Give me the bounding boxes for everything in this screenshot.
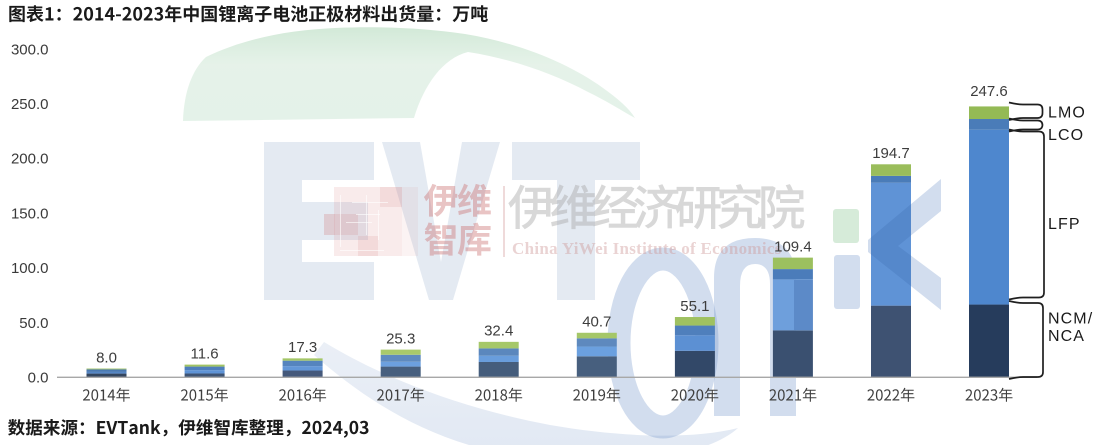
- svg-text:55.1: 55.1: [680, 298, 709, 315]
- svg-text:50.0: 50.0: [19, 315, 48, 332]
- svg-text:0.0: 0.0: [28, 370, 49, 387]
- svg-text:100.0: 100.0: [11, 260, 49, 277]
- svg-text:40.7: 40.7: [582, 314, 611, 331]
- svg-text:300.0: 300.0: [11, 41, 49, 58]
- svg-text:17.3: 17.3: [288, 339, 317, 356]
- svg-text:NCA: NCA: [1048, 328, 1085, 345]
- svg-text:11.6: 11.6: [191, 345, 219, 362]
- svg-text:China YiWei Institute of Econo: China YiWei Institute of Economics: [512, 239, 782, 258]
- svg-text:32.4: 32.4: [484, 323, 513, 340]
- svg-text:194.7: 194.7: [872, 145, 910, 162]
- svg-text:109.4: 109.4: [774, 238, 812, 255]
- svg-text:8.0: 8.0: [96, 349, 117, 366]
- svg-text:LMO: LMO: [1048, 104, 1086, 121]
- svg-text:150.0: 150.0: [11, 205, 49, 222]
- svg-text:200.0: 200.0: [11, 151, 49, 168]
- svg-text:LCO: LCO: [1048, 127, 1084, 144]
- svg-text:NCM/: NCM/: [1048, 310, 1093, 327]
- svg-text:LFP: LFP: [1048, 216, 1081, 233]
- svg-text:250.0: 250.0: [11, 96, 49, 113]
- svg-text:247.6: 247.6: [970, 83, 1008, 100]
- svg-text:25.3: 25.3: [386, 330, 415, 347]
